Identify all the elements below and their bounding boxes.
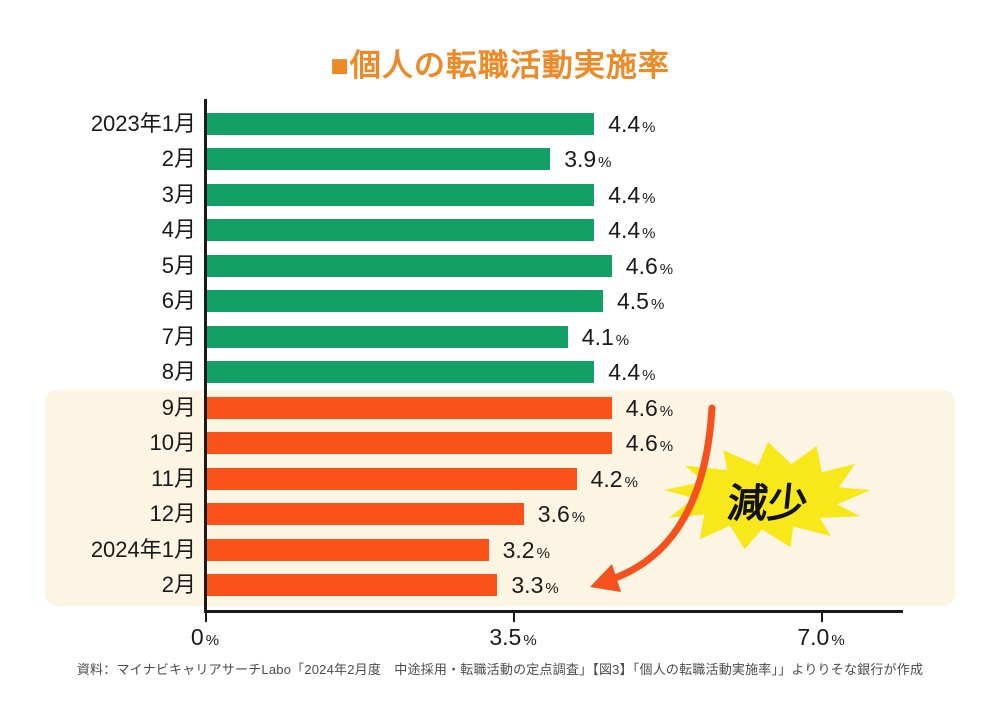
- value-label: 4.4%: [608, 359, 656, 386]
- bar-highlight: [207, 538, 489, 561]
- category-label: 9月: [161, 394, 196, 420]
- bar: [207, 148, 551, 171]
- bar-highlight: [207, 396, 612, 419]
- value-label: 4.6%: [625, 430, 674, 457]
- value-label: 3.9%: [564, 146, 612, 173]
- category-label: 5月: [161, 252, 196, 278]
- value-label: 4.4%: [608, 217, 656, 244]
- category-label: 11月: [151, 465, 196, 491]
- page-title: ■個人の転職活動実施率: [330, 48, 670, 83]
- category-label: 7月: [161, 323, 196, 349]
- category-label: 4月: [161, 217, 196, 243]
- category-label: 8月: [161, 359, 196, 385]
- category-label: 6月: [161, 288, 196, 314]
- bar: [207, 219, 595, 242]
- x-tick: [821, 613, 823, 622]
- value-label: 4.6%: [625, 394, 674, 421]
- source-caption: 資料：マイナビキャリアサーチLabo「2024年2月度 中途採用・転職活動の定点…: [76, 662, 924, 677]
- x-axis-line: [204, 610, 903, 613]
- value-label: 4.4%: [608, 181, 656, 208]
- value-label: 3.2%: [502, 536, 550, 563]
- x-tick-label: 3.5%: [489, 624, 537, 650]
- bar-highlight: [207, 503, 524, 526]
- y-axis-line: [204, 99, 207, 613]
- category-label: 2024年1月: [90, 536, 196, 562]
- category-label: 2月: [161, 146, 196, 172]
- bar: [207, 112, 595, 135]
- x-tick-label: 7.0%: [797, 624, 845, 650]
- value-label: 4.6%: [625, 252, 674, 279]
- value-label: 4.5%: [617, 288, 665, 315]
- category-label: 3月: [161, 181, 196, 207]
- bar: [207, 325, 568, 348]
- category-label: 2月: [161, 572, 196, 598]
- value-label: 4.4%: [608, 110, 656, 137]
- value-label: 3.3%: [511, 572, 559, 599]
- x-tick: [205, 613, 207, 622]
- category-label: 12月: [149, 501, 196, 527]
- value-label: 4.2%: [590, 465, 638, 492]
- bar-highlight: [207, 467, 577, 490]
- x-tick-label: 0%: [190, 624, 220, 650]
- category-label: 2023年1月: [90, 110, 196, 136]
- category-label: 10月: [149, 430, 196, 456]
- bar-highlight: [207, 432, 612, 455]
- decrease-label: 減少: [725, 482, 810, 526]
- value-label: 3.6%: [537, 501, 586, 528]
- bar: [207, 183, 595, 206]
- bar-highlight: [207, 574, 498, 597]
- bar: [207, 254, 612, 277]
- x-tick: [513, 613, 515, 622]
- value-label: 4.1%: [581, 323, 630, 350]
- bar: [207, 290, 603, 313]
- bar: [207, 361, 595, 384]
